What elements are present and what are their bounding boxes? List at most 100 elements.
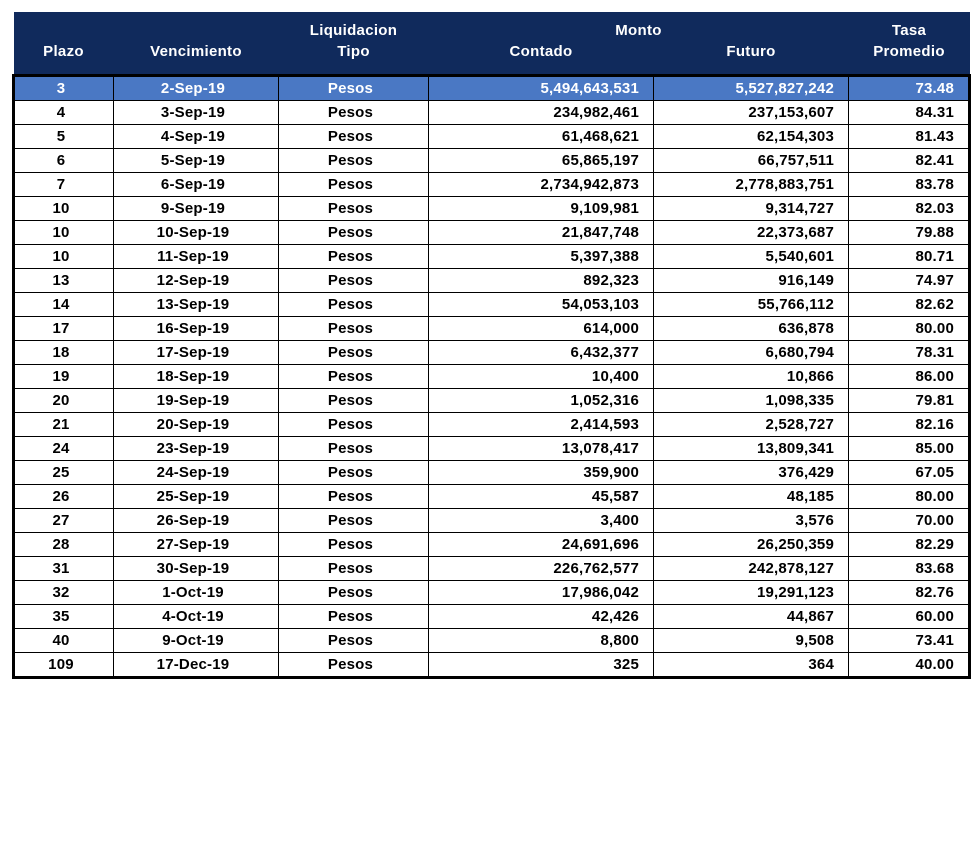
cell-plazo: 28: [14, 533, 114, 557]
cell-plazo: 31: [14, 557, 114, 581]
table-row: 1312-Sep-19Pesos892,323916,14974.97: [14, 269, 970, 293]
cell-futuro: 5,527,827,242: [654, 76, 849, 101]
header-promedio: Promedio: [849, 41, 970, 76]
table-row: 2423-Sep-19Pesos13,078,41713,809,34185.0…: [14, 437, 970, 461]
cell-tipo: Pesos: [279, 581, 429, 605]
table-row: 1716-Sep-19Pesos614,000636,87880.00: [14, 317, 970, 341]
cell-futuro: 237,153,607: [654, 101, 849, 125]
header-tasa: Tasa: [849, 12, 970, 41]
cell-vencimiento: 18-Sep-19: [114, 365, 279, 389]
cell-vencimiento: 4-Sep-19: [114, 125, 279, 149]
cell-tasa: 40.00: [849, 653, 970, 678]
cell-plazo: 7: [14, 173, 114, 197]
cell-tipo: Pesos: [279, 653, 429, 678]
cell-futuro: 2,528,727: [654, 413, 849, 437]
header-tipo: Tipo: [279, 41, 429, 76]
cell-vencimiento: 23-Sep-19: [114, 437, 279, 461]
cell-tipo: Pesos: [279, 605, 429, 629]
cell-plazo: 10: [14, 221, 114, 245]
table-row: 1413-Sep-19Pesos54,053,10355,766,11282.6…: [14, 293, 970, 317]
cell-plazo: 10: [14, 245, 114, 269]
data-table: Liquidacion Monto Tasa Plazo Vencimiento…: [12, 12, 971, 679]
cell-tasa: 70.00: [849, 509, 970, 533]
cell-vencimiento: 10-Sep-19: [114, 221, 279, 245]
cell-tasa: 82.29: [849, 533, 970, 557]
cell-plazo: 5: [14, 125, 114, 149]
cell-futuro: 62,154,303: [654, 125, 849, 149]
cell-contado: 3,400: [429, 509, 654, 533]
table-row: 109-Sep-19Pesos9,109,9819,314,72782.03: [14, 197, 970, 221]
cell-tipo: Pesos: [279, 173, 429, 197]
cell-tipo: Pesos: [279, 461, 429, 485]
table-row: 2726-Sep-19Pesos3,4003,57670.00: [14, 509, 970, 533]
table-row: 1011-Sep-19Pesos5,397,3885,540,60180.71: [14, 245, 970, 269]
cell-tipo: Pesos: [279, 437, 429, 461]
cell-tipo: Pesos: [279, 485, 429, 509]
cell-tasa: 82.62: [849, 293, 970, 317]
cell-vencimiento: 13-Sep-19: [114, 293, 279, 317]
cell-tipo: Pesos: [279, 317, 429, 341]
table-row: 321-Oct-19Pesos17,986,04219,291,12382.76: [14, 581, 970, 605]
cell-plazo: 17: [14, 317, 114, 341]
cell-futuro: 19,291,123: [654, 581, 849, 605]
table-row: 1918-Sep-19Pesos10,40010,86686.00: [14, 365, 970, 389]
cell-contado: 892,323: [429, 269, 654, 293]
cell-tipo: Pesos: [279, 149, 429, 173]
cell-vencimiento: 9-Oct-19: [114, 629, 279, 653]
cell-tipo: Pesos: [279, 509, 429, 533]
header-futuro: Futuro: [654, 41, 849, 76]
cell-tipo: Pesos: [279, 197, 429, 221]
cell-tasa: 79.88: [849, 221, 970, 245]
cell-contado: 17,986,042: [429, 581, 654, 605]
cell-tasa: 73.41: [849, 629, 970, 653]
cell-tipo: Pesos: [279, 413, 429, 437]
cell-vencimiento: 2-Sep-19: [114, 76, 279, 101]
cell-plazo: 27: [14, 509, 114, 533]
cell-futuro: 10,866: [654, 365, 849, 389]
cell-vencimiento: 16-Sep-19: [114, 317, 279, 341]
cell-vencimiento: 30-Sep-19: [114, 557, 279, 581]
cell-futuro: 26,250,359: [654, 533, 849, 557]
cell-vencimiento: 24-Sep-19: [114, 461, 279, 485]
cell-tasa: 73.48: [849, 76, 970, 101]
cell-vencimiento: 12-Sep-19: [114, 269, 279, 293]
cell-vencimiento: 6-Sep-19: [114, 173, 279, 197]
cell-futuro: 636,878: [654, 317, 849, 341]
cell-tipo: Pesos: [279, 245, 429, 269]
header-blank-2: [114, 12, 279, 41]
cell-vencimiento: 3-Sep-19: [114, 101, 279, 125]
cell-futuro: 13,809,341: [654, 437, 849, 461]
header-liquidacion: Liquidacion: [279, 12, 429, 41]
cell-contado: 9,109,981: [429, 197, 654, 221]
cell-futuro: 5,540,601: [654, 245, 849, 269]
cell-plazo: 10: [14, 197, 114, 221]
cell-contado: 45,587: [429, 485, 654, 509]
cell-plazo: 3: [14, 76, 114, 101]
cell-tasa: 67.05: [849, 461, 970, 485]
cell-futuro: 1,098,335: [654, 389, 849, 413]
table-row: 43-Sep-19Pesos234,982,461237,153,60784.3…: [14, 101, 970, 125]
cell-vencimiento: 4-Oct-19: [114, 605, 279, 629]
cell-contado: 54,053,103: [429, 293, 654, 317]
cell-plazo: 6: [14, 149, 114, 173]
cell-vencimiento: 11-Sep-19: [114, 245, 279, 269]
cell-plazo: 19: [14, 365, 114, 389]
cell-tasa: 82.16: [849, 413, 970, 437]
cell-tasa: 83.78: [849, 173, 970, 197]
cell-plazo: 26: [14, 485, 114, 509]
cell-futuro: 44,867: [654, 605, 849, 629]
cell-tipo: Pesos: [279, 341, 429, 365]
cell-plazo: 14: [14, 293, 114, 317]
cell-contado: 24,691,696: [429, 533, 654, 557]
cell-futuro: 242,878,127: [654, 557, 849, 581]
cell-plazo: 25: [14, 461, 114, 485]
table-row: 1010-Sep-19Pesos21,847,74822,373,68779.8…: [14, 221, 970, 245]
table-row: 65-Sep-19Pesos65,865,19766,757,51182.41: [14, 149, 970, 173]
cell-contado: 234,982,461: [429, 101, 654, 125]
table-row: 1817-Sep-19Pesos6,432,3776,680,79478.31: [14, 341, 970, 365]
table-row: 2827-Sep-19Pesos24,691,69626,250,35982.2…: [14, 533, 970, 557]
cell-futuro: 3,576: [654, 509, 849, 533]
cell-tasa: 80.00: [849, 317, 970, 341]
table-row: 2120-Sep-19Pesos2,414,5932,528,72782.16: [14, 413, 970, 437]
header-blank-1: [14, 12, 114, 41]
